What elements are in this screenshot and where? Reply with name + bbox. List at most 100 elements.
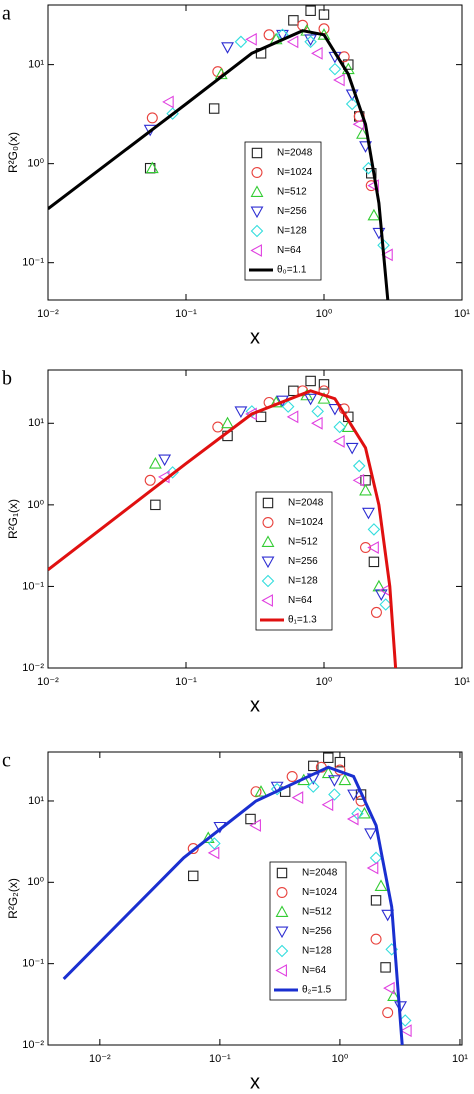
marker: [367, 541, 379, 554]
x-tick-label: 10⁻²: [37, 676, 59, 688]
marker: [249, 819, 261, 832]
plot-frame: [47, 4, 463, 301]
legend-label: θ₀=1.1: [277, 265, 307, 276]
marker: [251, 147, 263, 159]
marker: [276, 29, 289, 42]
marker: [144, 474, 156, 486]
x-tick-label: 10⁻²: [37, 308, 59, 320]
marker: [370, 933, 382, 945]
y-tick-label: 10⁰: [27, 876, 44, 888]
legend-label: N=2048: [277, 148, 313, 159]
y-axis-label: R²G₀(x): [6, 132, 20, 173]
marker: [281, 400, 295, 413]
legend-box: [244, 141, 322, 281]
marker: [250, 206, 264, 219]
legend-label: N=64: [288, 595, 313, 606]
marker: [387, 989, 401, 1001]
marker: [380, 962, 391, 973]
marker: [148, 457, 162, 469]
marker: [328, 403, 342, 416]
x-tick-label: 10¹: [454, 676, 470, 688]
marker: [262, 516, 274, 528]
panel-label: b: [2, 368, 12, 390]
fit-line: [48, 29, 390, 300]
marker: [234, 35, 248, 49]
y-axis-label: R²G₂(x): [6, 878, 20, 919]
marker: [352, 117, 365, 131]
marker: [254, 785, 268, 797]
marker: [208, 103, 220, 114]
x-tick-label: 10⁻¹: [209, 1053, 231, 1065]
marker: [383, 981, 395, 995]
legend-label: N=256: [302, 926, 332, 937]
marker: [374, 589, 388, 601]
marker: [245, 32, 257, 46]
marker: [333, 73, 345, 87]
marker: [145, 161, 159, 174]
marker: [311, 405, 324, 418]
legend-label: N=256: [277, 206, 307, 217]
legend-label: θ₂=1.5: [302, 985, 332, 996]
marker: [317, 392, 331, 404]
legend-label: N=64: [277, 245, 302, 256]
legend-label: N=1024: [277, 167, 313, 178]
marker: [304, 34, 318, 46]
marker: [374, 879, 388, 891]
marker: [362, 507, 375, 520]
marker: [328, 788, 341, 801]
marker: [275, 905, 289, 917]
x-axis-label: x: [250, 1071, 260, 1093]
marker: [288, 15, 299, 26]
x-tick-label: 10⁻¹: [175, 676, 197, 688]
marker: [221, 42, 234, 54]
marker: [345, 97, 359, 111]
legend-label: θ₁=1.3: [288, 615, 317, 626]
marker: [321, 766, 335, 779]
marker: [333, 420, 347, 434]
legend-label: N=128: [302, 946, 332, 957]
marker: [323, 752, 334, 763]
marker: [188, 870, 199, 882]
marker: [321, 798, 334, 812]
marker: [304, 35, 317, 49]
marker: [360, 475, 371, 486]
x-tick-label: 10⁰: [316, 308, 333, 320]
marker: [261, 535, 275, 547]
y-tick-label: 10⁰: [27, 158, 44, 170]
marker: [261, 574, 275, 588]
y-tick-label: 10¹: [28, 417, 44, 429]
marker: [366, 168, 377, 179]
marker: [275, 926, 289, 939]
x-tick-label: 10⁰: [316, 676, 333, 688]
marker: [245, 407, 257, 421]
marker: [356, 127, 369, 139]
marker: [308, 760, 319, 772]
y-tick-label: 10¹: [28, 59, 44, 71]
marker: [207, 846, 220, 860]
x-tick-label: 10⁰: [332, 1053, 349, 1065]
legend-label: N=1024: [288, 517, 324, 528]
plot-frame: [47, 751, 463, 1046]
marker: [305, 375, 316, 387]
marker: [311, 46, 323, 60]
marker: [370, 895, 382, 906]
marker: [367, 179, 379, 193]
marker: [255, 411, 267, 423]
marker: [367, 208, 381, 221]
marker: [251, 167, 263, 179]
y-tick-label: 10⁻²: [22, 1039, 44, 1051]
marker: [379, 598, 392, 611]
marker: [382, 1007, 394, 1019]
legend-label: N=2048: [288, 498, 324, 509]
marker: [359, 483, 372, 496]
marker: [212, 421, 224, 433]
marker: [311, 416, 323, 430]
marker: [286, 770, 298, 782]
y-axis-label: R²G₁(x): [6, 499, 20, 539]
y-tick-label: 10¹: [28, 795, 44, 807]
marker: [369, 851, 383, 865]
legend-label: N=128: [288, 576, 318, 587]
panel-label: a: [2, 3, 11, 25]
marker: [368, 556, 380, 568]
marker: [352, 473, 365, 487]
